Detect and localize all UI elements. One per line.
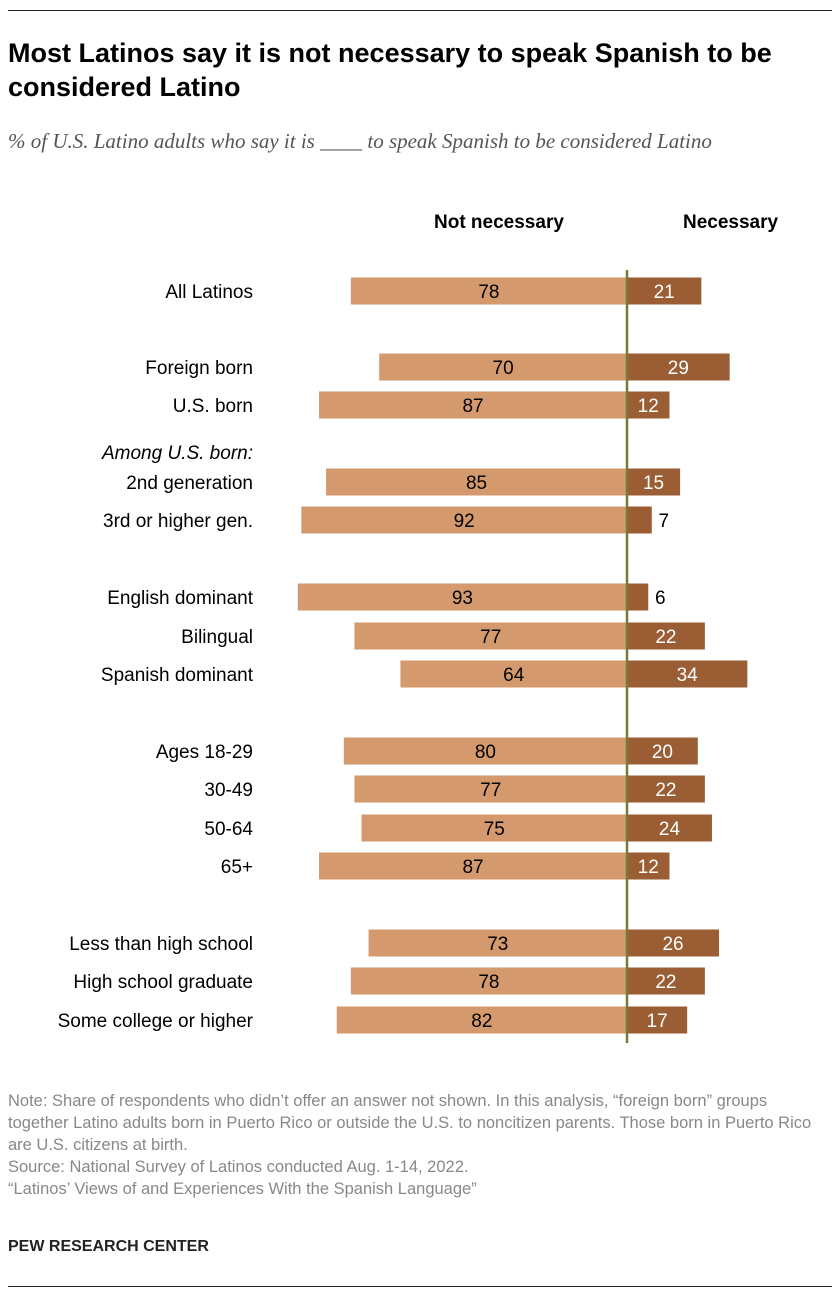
bottom-rule (8, 1286, 832, 1287)
value-label-necessary: 12 (638, 396, 659, 417)
source-text: Source: National Survey of Latinos condu… (8, 1158, 469, 1176)
bar-not-necessary (350, 277, 627, 305)
value-label-necessary: 22 (655, 972, 676, 993)
bar-not-necessary (361, 814, 627, 842)
category-label: Spanish dominant (101, 665, 254, 686)
bar-necessary (627, 814, 712, 842)
bar-not-necessary (343, 737, 627, 765)
value-label-necessary: 17 (647, 1011, 668, 1032)
bar-not-necessary (319, 391, 627, 419)
category-label: Bilingual (181, 627, 253, 648)
value-label-not-necessary: 77 (480, 780, 501, 801)
value-label-not-necessary: 64 (503, 665, 525, 686)
category-label: 50-64 (204, 819, 253, 840)
bar-chart: All Latinos 78 21 Foreign born 70 29 U.S. born… (58, 270, 748, 1043)
chart-title: Most Latinos say it is not necessary to … (8, 38, 772, 102)
category-label: High school graduate (73, 972, 253, 993)
bar-not-necessary (301, 506, 627, 534)
value-label-not-necessary: 75 (484, 819, 505, 840)
value-label-not-necessary: 85 (466, 473, 487, 494)
category-label: Ages 18-29 (156, 742, 253, 763)
value-label-necessary: 24 (659, 819, 681, 840)
chart-subtitle: % of U.S. Latino adults who say it is __… (8, 129, 712, 153)
bar-not-necessary (336, 1006, 627, 1034)
bar-necessary (627, 353, 730, 381)
value-label-necessary: 12 (638, 857, 659, 878)
group-label: Among U.S. born: (101, 443, 253, 464)
category-label: 30-49 (204, 780, 253, 801)
bar-necessary (627, 775, 705, 803)
bar-necessary (627, 277, 702, 305)
value-label-necessary: 20 (652, 742, 673, 763)
bar-necessary (627, 967, 705, 995)
category-label: Some college or higher (58, 1011, 254, 1032)
category-label: All Latinos (165, 282, 253, 303)
bar-not-necessary (319, 852, 627, 880)
category-label: English dominant (107, 588, 253, 609)
report-title: “Latinos’ Views of and Experiences With … (8, 1180, 477, 1198)
legend-not-necessary: Not necessary (434, 212, 564, 233)
bar-necessary (627, 737, 698, 765)
category-label: Less than high school (69, 934, 253, 955)
bar-not-necessary (350, 967, 627, 995)
value-label-not-necessary: 87 (462, 396, 483, 417)
value-label-not-necessary: 78 (478, 282, 499, 303)
category-label: 65+ (221, 857, 253, 878)
value-label-necessary: 6 (655, 588, 666, 609)
value-label-not-necessary: 87 (462, 857, 483, 878)
value-label-necessary: 21 (654, 282, 675, 303)
category-label: 3rd or higher gen. (103, 511, 253, 532)
value-label-not-necessary: 92 (454, 511, 475, 532)
bar-necessary (627, 660, 748, 688)
value-label-necessary: 22 (655, 780, 676, 801)
brand-logo: PEW RESEARCH CENTER (8, 1238, 209, 1255)
value-label-necessary: 29 (668, 358, 689, 379)
bar-not-necessary (297, 583, 627, 611)
legend-necessary: Necessary (683, 212, 779, 233)
bar-necessary (627, 391, 670, 419)
bar-necessary (627, 583, 649, 611)
bar-not-necessary (379, 353, 627, 381)
bar-necessary (627, 1006, 688, 1034)
value-label-not-necessary: 78 (478, 972, 499, 993)
value-label-not-necessary: 80 (475, 742, 496, 763)
note-text: Note: Share of respondents who didn’t of… (8, 1092, 812, 1154)
notes: Note: Share of respondents who didn’t of… (8, 1090, 828, 1200)
value-label-necessary: 34 (677, 665, 699, 686)
value-label-not-necessary: 73 (487, 934, 508, 955)
category-label: U.S. born (173, 396, 253, 417)
bar-necessary (627, 852, 670, 880)
bar-necessary (627, 506, 652, 534)
bar-not-necessary (354, 622, 627, 650)
value-label-necessary: 7 (658, 511, 669, 532)
bar-necessary (627, 929, 720, 957)
category-label: Foreign born (145, 358, 253, 379)
value-label-not-necessary: 82 (471, 1011, 492, 1032)
bar-not-necessary (354, 775, 627, 803)
value-label-not-necessary: 93 (452, 588, 473, 609)
value-label-necessary: 22 (655, 627, 676, 648)
bar-necessary (627, 622, 705, 650)
value-label-not-necessary: 70 (493, 358, 514, 379)
value-label-necessary: 26 (662, 934, 683, 955)
value-label-not-necessary: 77 (480, 627, 501, 648)
bar-necessary (627, 468, 681, 496)
bar-not-necessary (400, 660, 627, 688)
category-label: 2nd generation (126, 473, 253, 494)
bar-not-necessary (368, 929, 627, 957)
top-rule (8, 10, 832, 11)
bar-not-necessary (326, 468, 627, 496)
value-label-necessary: 15 (643, 473, 664, 494)
